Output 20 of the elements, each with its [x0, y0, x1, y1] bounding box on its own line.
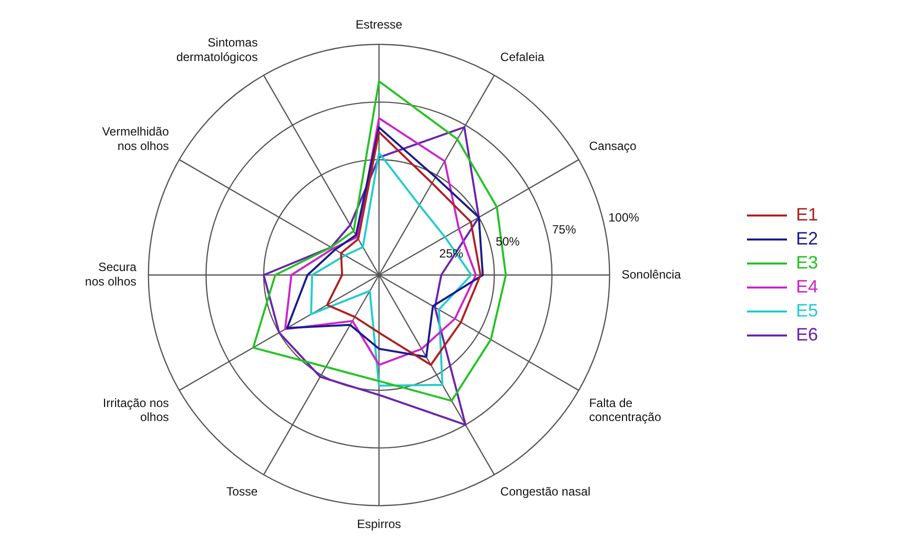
- spoke-label: Vermelhidão nos olhos: [102, 124, 170, 153]
- y-tick-label: 75%: [552, 222, 576, 237]
- legend-label: E3: [796, 252, 818, 272]
- legend-label: E6: [796, 324, 818, 344]
- spoke-label: Tosse: [226, 484, 258, 499]
- spoke-label: Secura nos olhos: [85, 260, 137, 289]
- spoke-label: Irritação nos olhos: [102, 396, 169, 424]
- spoke-label: Sintomas dermatológicos: [176, 36, 258, 64]
- legend-label: E4: [796, 276, 818, 296]
- spoke-label: Sonolência: [622, 267, 682, 282]
- spoke-label: Congestão nasal: [500, 484, 590, 499]
- legend-label: E1: [796, 204, 818, 224]
- spoke-label: Estresse: [356, 18, 403, 32]
- spoke-label: Falta de concentração: [589, 396, 662, 424]
- legend-label: E2: [796, 228, 818, 248]
- y-tick-label: 100%: [608, 210, 640, 225]
- spoke-label: Cefaleia: [500, 50, 545, 64]
- spoke-label: Cansaço: [589, 138, 637, 153]
- legend-label: E5: [796, 300, 818, 320]
- spoke-label: Espirros: [356, 517, 402, 532]
